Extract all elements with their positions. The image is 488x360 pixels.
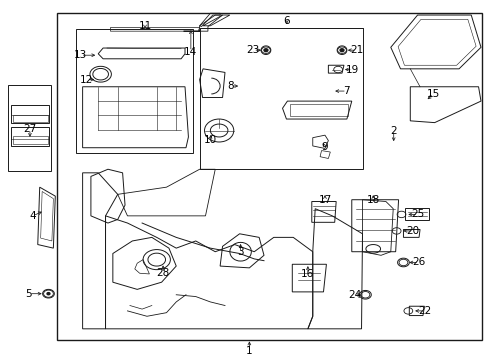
- Text: 8: 8: [227, 81, 234, 91]
- Text: 27: 27: [23, 124, 37, 134]
- Text: 13: 13: [74, 50, 87, 60]
- Text: 25: 25: [410, 210, 424, 220]
- Text: 18: 18: [366, 195, 379, 205]
- Bar: [199, 28, 362, 169]
- Bar: [13, 136, 47, 144]
- Text: 20: 20: [406, 226, 419, 236]
- Text: 19: 19: [346, 64, 359, 75]
- Text: 12: 12: [80, 75, 93, 85]
- Bar: [11, 127, 49, 146]
- Text: 11: 11: [138, 21, 151, 31]
- Text: 5: 5: [25, 289, 32, 299]
- Text: 28: 28: [156, 268, 169, 278]
- Text: 1: 1: [245, 346, 252, 356]
- Text: 26: 26: [411, 257, 425, 267]
- Text: 2: 2: [389, 126, 396, 135]
- Text: 10: 10: [203, 135, 217, 145]
- Bar: [11, 105, 49, 123]
- Text: 3: 3: [237, 247, 244, 257]
- Text: 24: 24: [347, 290, 361, 300]
- Bar: [290, 104, 347, 116]
- Circle shape: [264, 49, 267, 51]
- Text: 22: 22: [417, 306, 430, 316]
- Text: 16: 16: [301, 269, 314, 279]
- Text: 4: 4: [29, 211, 36, 221]
- Text: 9: 9: [321, 142, 327, 152]
- Bar: [13, 115, 47, 122]
- Text: 7: 7: [343, 86, 349, 96]
- Text: 23: 23: [246, 45, 259, 55]
- Bar: [76, 30, 193, 153]
- Circle shape: [339, 49, 343, 51]
- Text: 14: 14: [184, 46, 197, 57]
- Text: 6: 6: [283, 16, 290, 26]
- Bar: [57, 13, 481, 339]
- Bar: [8, 85, 51, 171]
- Text: 15: 15: [426, 89, 439, 99]
- Text: 21: 21: [349, 45, 363, 55]
- Circle shape: [47, 293, 50, 295]
- Text: 17: 17: [318, 195, 331, 205]
